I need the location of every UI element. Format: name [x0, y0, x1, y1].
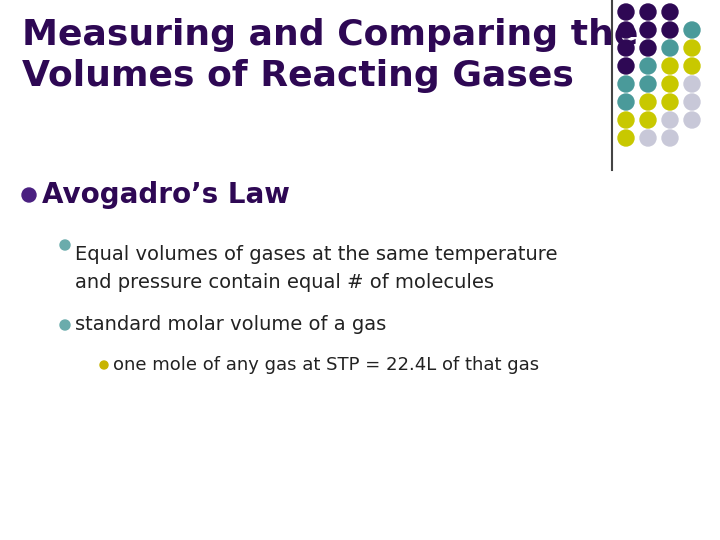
Circle shape — [684, 94, 700, 110]
Text: one mole of any gas at STP = 22.4L of that gas: one mole of any gas at STP = 22.4L of th… — [113, 356, 539, 374]
Circle shape — [640, 22, 656, 38]
Text: Equal volumes of gases at the same temperature
and pressure contain equal # of m: Equal volumes of gases at the same tempe… — [75, 245, 557, 292]
Circle shape — [618, 130, 634, 146]
Circle shape — [662, 22, 678, 38]
Text: Avogadro’s Law: Avogadro’s Law — [42, 181, 290, 209]
Circle shape — [684, 58, 700, 74]
Circle shape — [662, 94, 678, 110]
Text: Measuring and Comparing the
Volumes of Reacting Gases: Measuring and Comparing the Volumes of R… — [22, 18, 639, 93]
Circle shape — [684, 76, 700, 92]
Circle shape — [640, 58, 656, 74]
Circle shape — [618, 94, 634, 110]
Circle shape — [640, 112, 656, 128]
Text: standard molar volume of a gas: standard molar volume of a gas — [75, 315, 386, 334]
Circle shape — [60, 320, 70, 330]
Circle shape — [640, 4, 656, 20]
Circle shape — [640, 94, 656, 110]
Circle shape — [640, 130, 656, 146]
Circle shape — [618, 4, 634, 20]
Circle shape — [618, 40, 634, 56]
Circle shape — [662, 76, 678, 92]
Circle shape — [684, 112, 700, 128]
Circle shape — [100, 361, 108, 369]
Circle shape — [684, 22, 700, 38]
Circle shape — [60, 240, 70, 250]
Circle shape — [640, 40, 656, 56]
Circle shape — [662, 40, 678, 56]
Circle shape — [662, 58, 678, 74]
Circle shape — [684, 40, 700, 56]
Circle shape — [662, 4, 678, 20]
Circle shape — [22, 188, 36, 202]
Circle shape — [618, 22, 634, 38]
Circle shape — [618, 58, 634, 74]
Circle shape — [618, 112, 634, 128]
Circle shape — [662, 130, 678, 146]
Circle shape — [662, 112, 678, 128]
Circle shape — [640, 76, 656, 92]
Circle shape — [618, 76, 634, 92]
